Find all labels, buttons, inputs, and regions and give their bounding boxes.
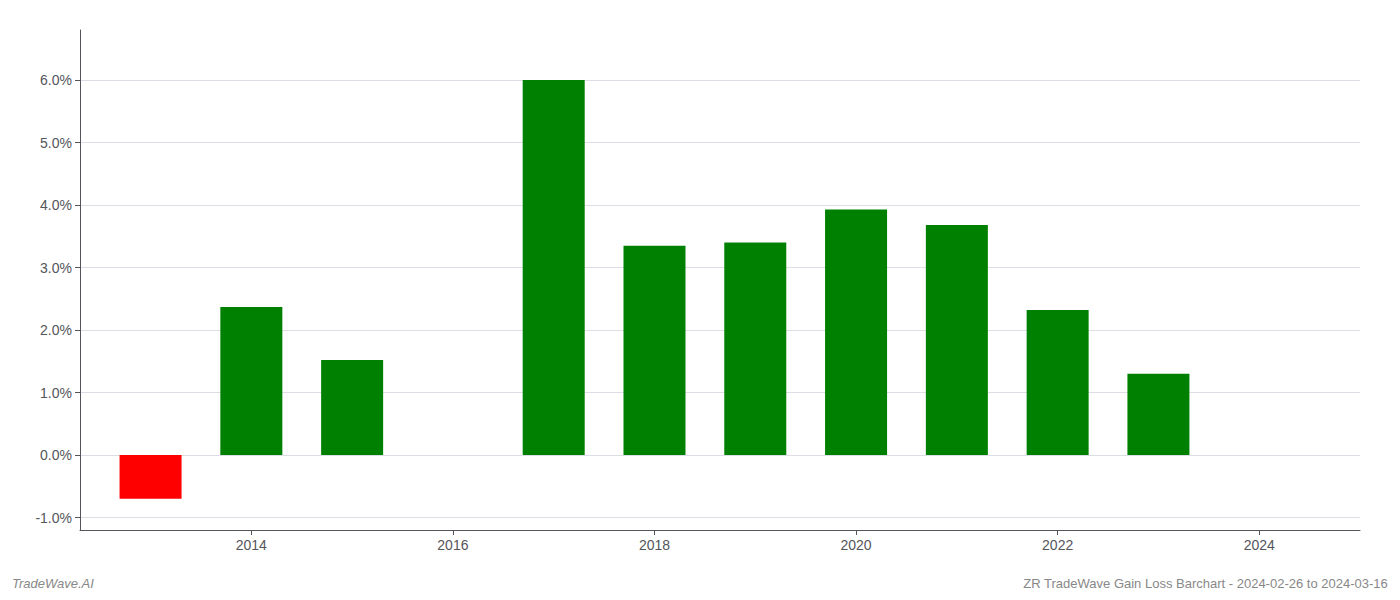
svg-text:2014: 2014 — [236, 537, 267, 553]
svg-text:2018: 2018 — [639, 537, 670, 553]
svg-text:ZR TradeWave Gain Loss Barchar: ZR TradeWave Gain Loss Barchart - 2024-0… — [1023, 576, 1387, 591]
svg-text:3.0%: 3.0% — [40, 260, 72, 276]
svg-text:TradeWave.AI: TradeWave.AI — [12, 576, 94, 591]
svg-text:2024: 2024 — [1244, 537, 1275, 553]
svg-text:4.0%: 4.0% — [40, 197, 72, 213]
svg-text:5.0%: 5.0% — [40, 135, 72, 151]
svg-text:1.0%: 1.0% — [40, 385, 72, 401]
svg-text:0.0%: 0.0% — [40, 447, 72, 463]
svg-text:2.0%: 2.0% — [40, 322, 72, 338]
svg-text:2020: 2020 — [840, 537, 871, 553]
svg-text:2022: 2022 — [1042, 537, 1073, 553]
svg-text:-1.0%: -1.0% — [35, 510, 72, 526]
svg-text:6.0%: 6.0% — [40, 72, 72, 88]
svg-text:2016: 2016 — [437, 537, 468, 553]
